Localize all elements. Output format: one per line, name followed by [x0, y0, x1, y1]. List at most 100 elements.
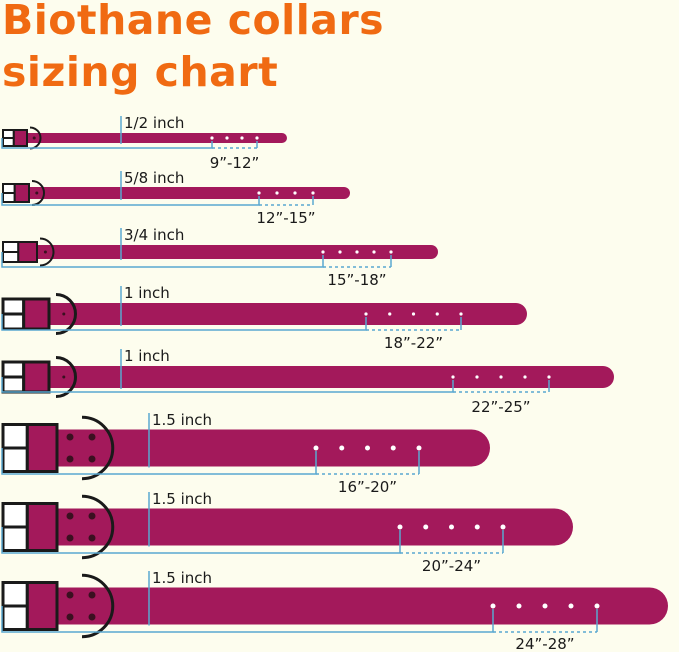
strap-hole [568, 603, 574, 609]
buckle-keeper [22, 360, 51, 394]
size-range-label: 18”-22” [384, 334, 443, 352]
buckle-keeper [17, 241, 38, 263]
strap-hole [397, 524, 403, 530]
collar-row: 1.5 inch 20”-24” [1, 490, 573, 575]
length-bracket [1, 314, 367, 331]
collar-row: 1/2 inch 9”-12” [1, 114, 287, 172]
width-label: 1.5 inch [152, 490, 212, 508]
strap [13, 187, 350, 199]
strap-hole [372, 250, 376, 254]
strap [12, 133, 287, 143]
length-bracket [1, 193, 260, 206]
strap-hole [339, 445, 345, 451]
strap-hole [390, 445, 396, 451]
strap-hole [210, 136, 214, 140]
title-line-1: Biothane collars [2, 0, 385, 44]
strap-hole [451, 375, 455, 379]
rivet [66, 591, 74, 599]
length-bracket [1, 606, 494, 633]
width-label: 1.5 inch [152, 411, 212, 429]
buckle-keeper [12, 129, 28, 147]
strap-hole [275, 191, 279, 195]
strap-hole [225, 136, 229, 140]
d-ring-icon [81, 415, 115, 481]
collar-row: 1 inch 18”-22” [1, 284, 527, 352]
d-ring-icon [55, 356, 77, 398]
buckle-keeper [25, 581, 59, 631]
strap-hole [435, 312, 439, 316]
strap-hole [355, 250, 359, 254]
width-label: 3/4 inch [124, 226, 184, 244]
rivet [66, 534, 74, 542]
strap [27, 429, 490, 467]
rivet [35, 191, 39, 195]
rivet [88, 613, 96, 621]
strap [23, 303, 527, 325]
strap-hole [523, 375, 527, 379]
collar-row: 3/4 inch 15”-18” [1, 226, 438, 289]
rivet [66, 613, 74, 621]
collar-row: 1 inch 22”-25” [1, 347, 614, 416]
collar-row: 5/8 inch 12”-15” [1, 169, 350, 227]
strap [27, 508, 573, 546]
width-label: 1/2 inch [124, 114, 184, 132]
buckle-keeper [13, 183, 30, 203]
rivet [43, 250, 47, 254]
size-range-label: 24”-28” [515, 635, 574, 652]
d-ring-icon [81, 494, 115, 560]
rivet [88, 433, 96, 441]
width-label: 1 inch [124, 347, 170, 365]
length-bracket [1, 448, 317, 475]
strap-hole [321, 250, 325, 254]
collar-row: 1.5 inch 16”-20” [1, 411, 490, 496]
strap [23, 366, 614, 388]
strap [17, 245, 438, 259]
rivet [88, 591, 96, 599]
size-range-label: 20”-24” [422, 557, 481, 575]
rivet [66, 455, 74, 463]
strap-hole [313, 445, 319, 451]
strap-hole [459, 312, 463, 316]
size-range-label: 22”-25” [471, 398, 530, 416]
size-range-label: 15”-18” [327, 271, 386, 289]
strap-hole [338, 250, 342, 254]
width-label: 1 inch [124, 284, 170, 302]
strap-hole [423, 524, 429, 530]
width-label: 1.5 inch [152, 569, 212, 587]
rivet [66, 433, 74, 441]
buckle-keeper [25, 502, 59, 552]
strap-hole [388, 312, 392, 316]
strap-hole [255, 136, 259, 140]
length-bracket [1, 377, 454, 393]
rivet [88, 455, 96, 463]
d-ring-icon [31, 180, 45, 206]
length-bracket [1, 138, 213, 149]
rivet [62, 375, 66, 379]
strap [27, 587, 668, 625]
strap-hole [475, 375, 479, 379]
strap-hole [240, 136, 244, 140]
strap-hole [416, 445, 422, 451]
rivet [66, 512, 74, 520]
strap-hole [516, 603, 522, 609]
strap-hole [365, 445, 370, 451]
strap-hole [389, 250, 393, 254]
strap-hole [499, 375, 503, 379]
buckle-keeper [22, 297, 51, 331]
size-range-label: 16”-20” [338, 478, 397, 496]
d-ring-icon [81, 573, 115, 639]
strap-hole [257, 191, 261, 195]
size-range-label: 12”-15” [256, 209, 315, 227]
strap-hole [411, 312, 416, 316]
strap-hole [594, 603, 600, 609]
strap-hole [547, 375, 551, 379]
strap-hole [490, 603, 496, 609]
strap-hole [449, 524, 454, 530]
size-range-label: 9”-12” [210, 154, 260, 172]
d-ring-icon [39, 237, 55, 267]
rivet [32, 136, 36, 140]
d-ring-icon [55, 293, 77, 335]
strap-hole [500, 524, 506, 530]
title-line-2: sizing chart [2, 48, 279, 96]
